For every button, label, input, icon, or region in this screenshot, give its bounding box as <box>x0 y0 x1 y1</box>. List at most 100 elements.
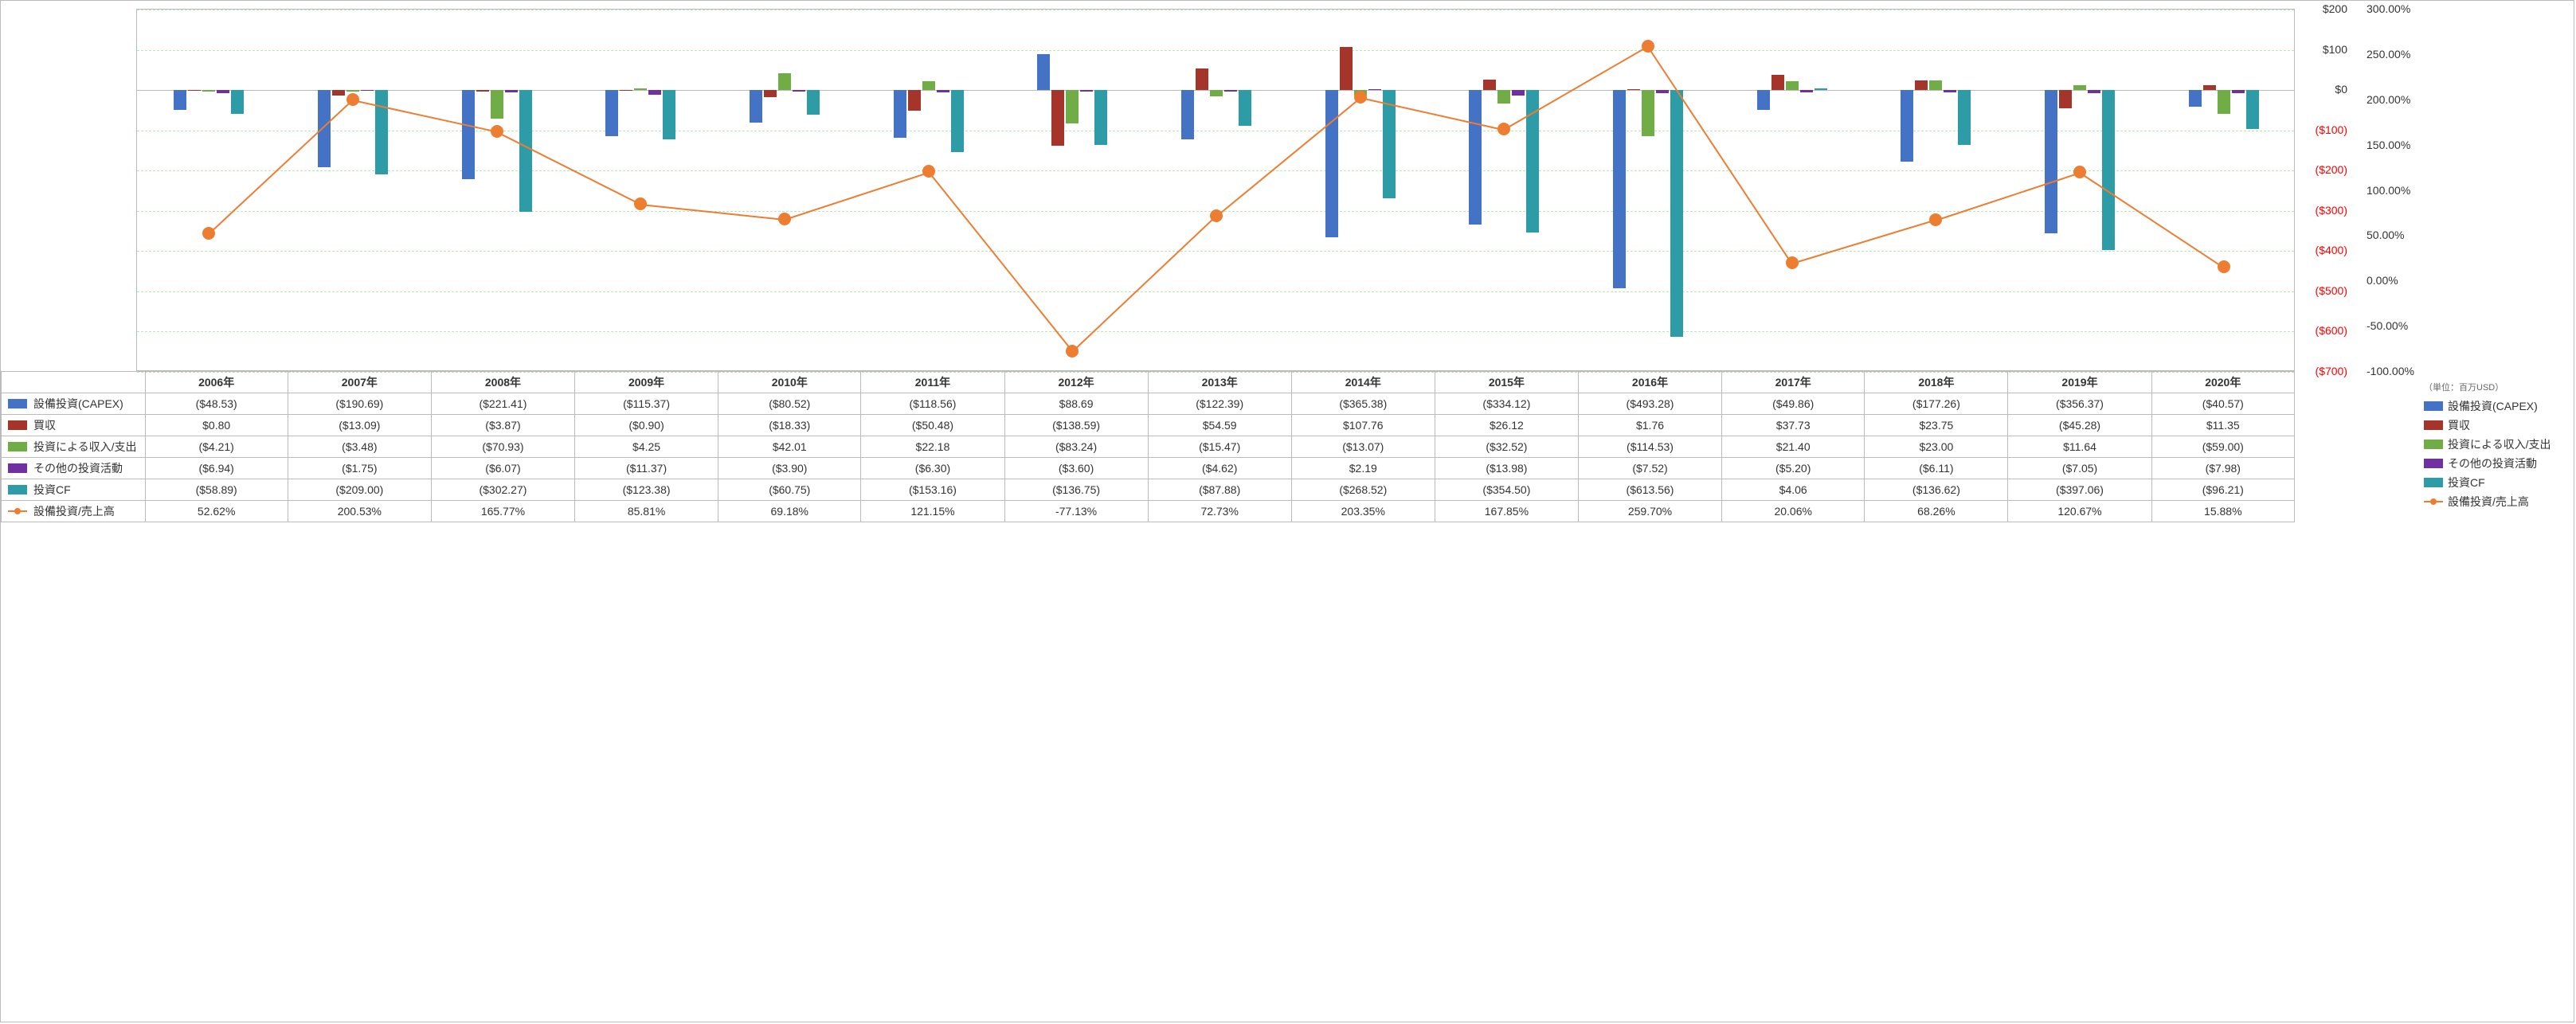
cell: $4.25 <box>575 436 718 458</box>
bar-cf <box>1383 90 1396 198</box>
legend-item-invio: 投資による収入/支出 <box>2424 436 2567 452</box>
cell: ($190.69) <box>288 393 431 415</box>
bar-invio <box>1066 90 1079 123</box>
cell: ($136.62) <box>1865 479 2008 501</box>
legend-item-other: その他の投資活動 <box>2424 455 2567 471</box>
bar-invio <box>1929 80 1942 90</box>
bar-capex <box>1037 54 1050 90</box>
bar-other <box>2232 90 2245 93</box>
cell: ($50.48) <box>861 415 1004 436</box>
cell: 121.15% <box>861 501 1004 522</box>
plot-area <box>136 9 2295 371</box>
year-header: 2009年 <box>575 372 718 393</box>
cell: ($356.37) <box>2008 393 2151 415</box>
cell: 52.62% <box>145 501 288 522</box>
cell: ($83.24) <box>1004 436 1148 458</box>
cell: $26.12 <box>1435 415 1578 436</box>
cell: ($7.05) <box>2008 458 2151 479</box>
bar-acq <box>476 90 489 92</box>
bar-invio <box>2218 90 2230 114</box>
bar-acq <box>1627 89 1640 90</box>
cell: ($15.47) <box>1148 436 1291 458</box>
bar-invio <box>202 90 215 92</box>
year-header: 2008年 <box>431 372 574 393</box>
cell: ($6.11) <box>1865 458 2008 479</box>
bar-acq <box>1483 80 1496 90</box>
bar-capex <box>174 90 186 110</box>
year-header: 2006年 <box>145 372 288 393</box>
cell: 68.26% <box>1865 501 2008 522</box>
cell: ($13.98) <box>1435 458 1578 479</box>
row-header-invio: 投資による収入/支出 <box>2 436 146 458</box>
row-header-other: その他の投資活動 <box>2 458 146 479</box>
cell: ($3.90) <box>718 458 861 479</box>
bar-acq <box>1771 75 1784 90</box>
cell: ($48.53) <box>145 393 288 415</box>
row-header-acq: 買収 <box>2 415 146 436</box>
data-table: 2006年2007年2008年2009年2010年2011年2012年2013年… <box>1 371 2295 522</box>
bar-capex <box>750 90 762 123</box>
bar-other <box>937 90 949 92</box>
cell: ($13.09) <box>288 415 431 436</box>
year-header: 2018年 <box>1865 372 2008 393</box>
bar-capex <box>1901 90 1913 162</box>
cell: 165.77% <box>431 501 574 522</box>
bar-acq <box>908 90 921 111</box>
cell: ($49.86) <box>1722 393 1865 415</box>
cell: $0.80 <box>145 415 288 436</box>
cell: $22.18 <box>861 436 1004 458</box>
cell: ($177.26) <box>1865 393 2008 415</box>
bar-other <box>1368 89 1381 90</box>
cell: $54.59 <box>1148 415 1291 436</box>
cell: ($4.21) <box>145 436 288 458</box>
cell: 15.88% <box>2151 501 2294 522</box>
cell: ($40.57) <box>2151 393 2294 415</box>
bar-other <box>1656 90 1669 93</box>
cell: $23.00 <box>1865 436 2008 458</box>
left-y-axis: $200$100$0($100)($200)($300)($400)($500)… <box>2300 9 2347 371</box>
cell: ($59.00) <box>2151 436 2294 458</box>
cell: ($45.28) <box>2008 415 2151 436</box>
chart-container: $200$100$0($100)($200)($300)($400)($500)… <box>0 0 2574 1022</box>
cell: -77.13% <box>1004 501 1148 522</box>
year-header: 2017年 <box>1722 372 1865 393</box>
bar-other <box>793 90 805 92</box>
cell: $4.06 <box>1722 479 1865 501</box>
bar-acq <box>1340 47 1353 90</box>
bar-cf <box>2102 90 2115 250</box>
cell: $23.75 <box>1865 415 2008 436</box>
cell: ($493.28) <box>1578 393 1721 415</box>
cell: ($221.41) <box>431 393 574 415</box>
line-point-ratio <box>491 125 503 138</box>
legend: （単位：百万USD） 設備投資(CAPEX)買収投資による収入/支出その他の投資… <box>2424 381 2567 513</box>
cell: $21.40 <box>1722 436 1865 458</box>
cell: ($115.37) <box>575 393 718 415</box>
cell: ($122.39) <box>1148 393 1291 415</box>
cell: ($70.93) <box>431 436 574 458</box>
cell: ($7.98) <box>2151 458 2294 479</box>
line-point-ratio <box>1786 256 1799 269</box>
cell: ($3.60) <box>1004 458 1148 479</box>
cell: $11.35 <box>2151 415 2294 436</box>
cell: 72.73% <box>1148 501 1291 522</box>
line-point-ratio <box>634 197 647 210</box>
cell: ($96.21) <box>2151 479 2294 501</box>
cell: 167.85% <box>1435 501 1578 522</box>
bar-acq <box>2203 85 2216 90</box>
cell: 69.18% <box>718 501 861 522</box>
bar-cf <box>1958 90 1971 145</box>
cell: $88.69 <box>1004 393 1148 415</box>
year-header: 2013年 <box>1148 372 1291 393</box>
year-header: 2019年 <box>2008 372 2151 393</box>
cell: ($209.00) <box>288 479 431 501</box>
year-header: 2014年 <box>1291 372 1435 393</box>
bar-capex <box>894 90 906 138</box>
bar-acq <box>1196 68 1208 91</box>
line-point-ratio <box>2218 260 2230 273</box>
bar-capex <box>1325 90 1338 237</box>
bar-cf <box>2246 90 2259 129</box>
cell: ($302.27) <box>431 479 574 501</box>
cell: 259.70% <box>1578 501 1721 522</box>
cell: ($153.16) <box>861 479 1004 501</box>
bar-other <box>648 90 661 95</box>
